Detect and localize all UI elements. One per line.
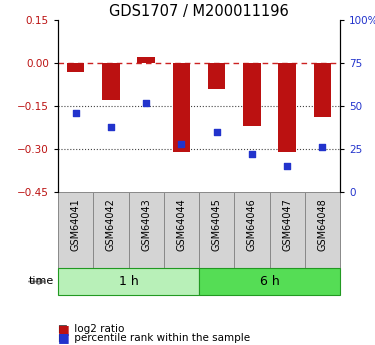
Bar xyxy=(67,63,84,72)
Bar xyxy=(164,192,199,268)
Text: ■  percentile rank within the sample: ■ percentile rank within the sample xyxy=(58,333,250,343)
Point xyxy=(178,141,184,147)
Text: time: time xyxy=(29,276,54,286)
Text: GSM64043: GSM64043 xyxy=(141,198,151,251)
Bar xyxy=(172,63,190,152)
Point xyxy=(320,145,326,150)
Point xyxy=(73,110,79,116)
Point xyxy=(284,164,290,169)
Bar xyxy=(137,57,155,63)
Bar xyxy=(208,63,225,89)
Text: GSM64042: GSM64042 xyxy=(106,198,116,251)
Text: GSM64044: GSM64044 xyxy=(176,198,186,251)
Point xyxy=(143,100,149,105)
Bar xyxy=(314,63,331,117)
Bar xyxy=(93,192,129,268)
Bar xyxy=(278,63,296,152)
Bar xyxy=(243,63,261,126)
Text: ■: ■ xyxy=(58,332,70,345)
Bar xyxy=(129,192,164,268)
Text: GSM64045: GSM64045 xyxy=(211,198,222,251)
Text: ■: ■ xyxy=(58,323,70,336)
Text: 6 h: 6 h xyxy=(260,275,279,288)
Text: GSM64048: GSM64048 xyxy=(317,198,327,251)
Point xyxy=(214,129,220,135)
Text: ■  log2 ratio: ■ log2 ratio xyxy=(58,324,124,334)
Text: GSM64047: GSM64047 xyxy=(282,198,292,251)
Bar xyxy=(58,192,93,268)
Bar xyxy=(305,192,340,268)
Text: 1 h: 1 h xyxy=(118,275,138,288)
Point xyxy=(249,151,255,157)
Bar xyxy=(199,268,340,295)
Bar xyxy=(270,192,305,268)
Bar xyxy=(234,192,270,268)
Text: GSM64041: GSM64041 xyxy=(70,198,81,251)
Text: GSM64046: GSM64046 xyxy=(247,198,257,251)
Point xyxy=(108,124,114,129)
Bar xyxy=(58,268,199,295)
Bar xyxy=(199,192,234,268)
Title: GDS1707 / M200011196: GDS1707 / M200011196 xyxy=(109,4,289,19)
Bar xyxy=(102,63,120,100)
